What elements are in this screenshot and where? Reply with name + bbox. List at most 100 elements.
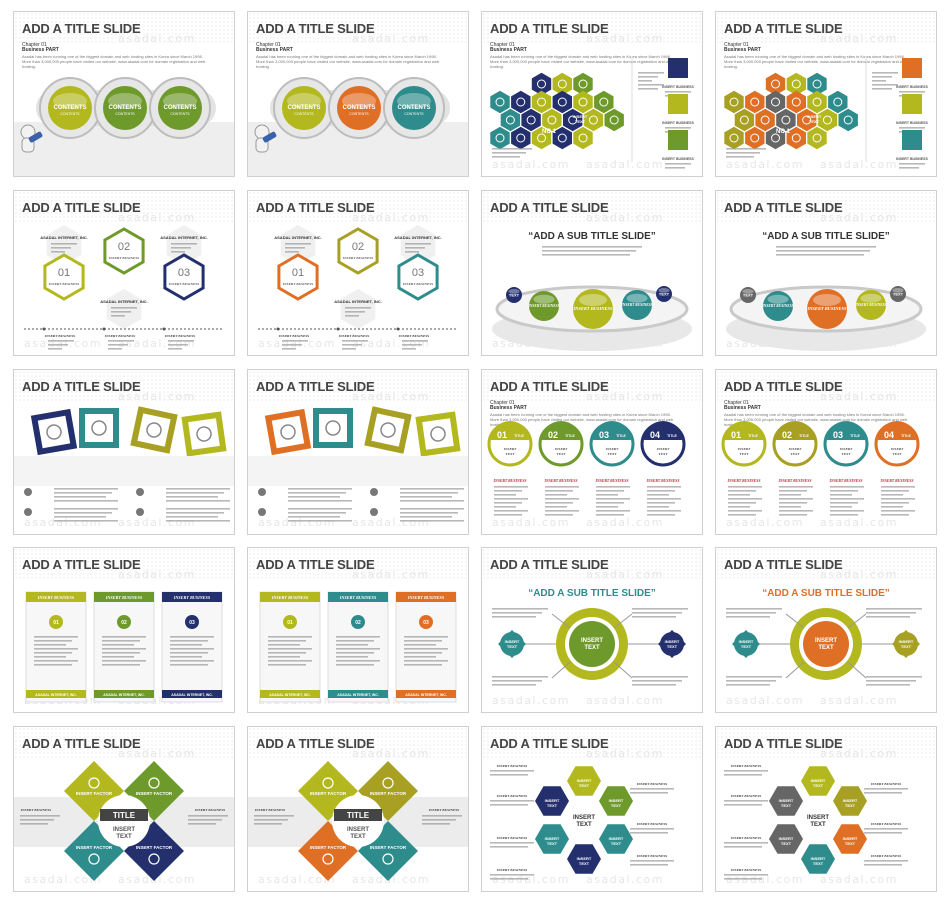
- body-text-line: [728, 498, 762, 500]
- slide-thumbnail-17[interactable]: ADD A TITLE SLIDE asadal.com asadal.com asa…: [13, 726, 235, 892]
- body-text-line: [288, 516, 340, 518]
- cell-icon: [812, 79, 822, 89]
- side-caption: INSERT BUSINESS: [870, 782, 901, 786]
- card-number: 02: [121, 620, 127, 626]
- body-text-line: [188, 815, 228, 817]
- honeycomb-cell: [511, 90, 531, 114]
- slide-thumbnail-13[interactable]: ADD A TITLE SLIDEasadal.comasadal.comasa…: [13, 547, 235, 713]
- ball-gloss: [658, 288, 670, 293]
- body-text-line: [490, 878, 528, 880]
- side-icon-box: [902, 130, 922, 150]
- dot-pattern: [248, 727, 468, 759]
- body-text-line: [596, 510, 630, 512]
- side-icon-box: [902, 58, 922, 78]
- timeline-dot: [102, 327, 106, 331]
- body-text-line: [404, 660, 448, 662]
- body-text-line: [54, 508, 118, 510]
- number-hexagon: [337, 227, 379, 275]
- slide-thumbnail-1[interactable]: ADD A TITLE SLIDEasadal.comasadal.comasa…: [13, 11, 235, 177]
- chapter-label: Chapter 01: [490, 400, 515, 406]
- connector-line: [613, 661, 633, 679]
- body-text-line: [647, 490, 675, 492]
- gloss: [163, 93, 197, 109]
- slide-thumbnail-15[interactable]: ADD A TITLE SLIDE asadal.com asadal.com asa…: [481, 547, 703, 713]
- dot-pattern: [482, 727, 702, 759]
- slide-thumbnail-6[interactable]: ADD A TITLE SLIDE asadal.com asadal.com asa…: [247, 190, 469, 356]
- timeline-dot: [162, 327, 166, 331]
- body-text-line: [400, 492, 458, 494]
- side-caption: INSERT BUSINESS: [896, 157, 928, 161]
- body-text-line: [728, 506, 750, 508]
- slide-thumbnail-8[interactable]: ADD A TITLE SLIDEasadal.comasadal.comasa…: [715, 190, 937, 356]
- step-text: TEXT: [608, 452, 618, 456]
- slide-thumbnail-19[interactable]: ADD A TITLE SLIDE asadal.com asadal.com asa…: [481, 726, 703, 892]
- slide-thumbnail-14[interactable]: ADD A TITLE SLIDEasadal.comasadal.comasa…: [247, 547, 469, 713]
- frame-inner: [37, 415, 71, 449]
- chevron-text: TEXT: [781, 841, 792, 846]
- step-title: TITLE: [901, 434, 911, 438]
- title-bar: [334, 809, 382, 821]
- side-caption: INSERT BUSINESS: [730, 836, 761, 840]
- cell-icon: [750, 97, 760, 107]
- step-text: TEXT: [842, 452, 852, 456]
- body-text-line: [728, 486, 762, 488]
- cell-icon: [802, 115, 812, 125]
- slide-thumbnail-3[interactable]: ADD A TITLE SLIDE asadal.com asadal.com asa…: [481, 11, 703, 177]
- factor-icon: [322, 777, 334, 789]
- side-caption: INSERT BUSINESS: [730, 794, 761, 798]
- slide-thumbnail-9[interactable]: ADD A TITLE SLIDE asadal.com asadal.com asa…: [13, 369, 235, 535]
- frame-inner: [188, 418, 220, 450]
- card-number: 03: [189, 620, 195, 626]
- chevron-hexagon: [833, 786, 867, 816]
- step-number: 01: [731, 430, 741, 440]
- card-header-label: INSERT BUSINESS: [271, 595, 309, 600]
- slide-thumbnail-2[interactable]: ADD A TITLE SLIDEasadal.comasadal.comasa…: [247, 11, 469, 177]
- body-text-line: [336, 660, 380, 662]
- step-number: 02: [782, 430, 792, 440]
- insert-label: INSERT: [573, 114, 588, 119]
- body-text-line: [494, 494, 516, 496]
- slide-thumbnail-7[interactable]: ADD A TITLE SLIDEasadal.comasadal.comasa…: [481, 190, 703, 356]
- body-text-line: [542, 250, 636, 252]
- body-text-line: [168, 348, 182, 350]
- slide-thumbnail-10[interactable]: ADD A TITLE SLIDE asadal.com asadal.com asa…: [247, 369, 469, 535]
- body-text-line: [34, 648, 78, 650]
- center-text: TEXT: [116, 834, 132, 840]
- slide-thumbnail-20[interactable]: ADD A TITLE SLIDE asadal.com asadal.com asa…: [715, 726, 937, 892]
- body-text-line: [899, 167, 919, 169]
- slide-thumbnail-4[interactable]: ADD A TITLE SLIDE asadal.com asadal.com asa…: [715, 11, 937, 177]
- body-text-line: [726, 156, 754, 158]
- cell-icon: [557, 133, 567, 143]
- slide-thumbnail-11[interactable]: ADD A TITLE SLIDE asadal.com asadal.com asa…: [481, 369, 703, 535]
- step-text: TEXT: [506, 452, 516, 456]
- slide-title: ADD A TITLE SLIDE: [256, 200, 375, 215]
- side-caption: INSERT BUSINESS: [730, 764, 761, 768]
- body-text-line: [20, 815, 60, 817]
- slide-thumbnail-16[interactable]: ADD A TITLE SLIDE asadal.com asadal.com asa…: [715, 547, 937, 713]
- dot-pattern: [716, 370, 936, 402]
- slide-thumbnail-18[interactable]: ADD A TITLE SLIDE asadal.com asadal.com asa…: [247, 726, 469, 892]
- slide-thumbnail-5[interactable]: ADD A TITLE SLIDE asadal.com asadal.com asa…: [13, 190, 235, 356]
- dot-pattern: [716, 12, 936, 44]
- cell-icon: [609, 115, 619, 125]
- chevron-text: TEXT: [547, 803, 558, 808]
- center-insert: INSERT: [573, 815, 595, 821]
- body-text-line: [268, 652, 306, 654]
- watermark: asadal.com: [352, 390, 430, 403]
- slide-thumbnail-12[interactable]: ADD A TITLE SLIDE asadal.com asadal.com asa…: [715, 369, 937, 535]
- body-text-line: [170, 648, 214, 650]
- body-text-line: [268, 644, 300, 646]
- chevron-text: TEXT: [813, 861, 824, 866]
- step-caption: INSERT BUSINESS: [108, 256, 139, 260]
- body-text-line: [170, 644, 202, 646]
- body-text-line: [170, 656, 202, 658]
- intro-paragraph: Asadal has been running one of the bigge…: [256, 54, 440, 69]
- body-text-line: [404, 656, 436, 658]
- factor-icon: [88, 853, 100, 865]
- card-footer-label: ASADAL INTERNET, INC.: [337, 693, 379, 697]
- watermark: asadal.com: [586, 747, 664, 760]
- honeycomb-cell: [573, 90, 593, 114]
- chevron-hexagon: [599, 824, 633, 854]
- card-header-label: INSERT BUSINESS: [173, 595, 211, 600]
